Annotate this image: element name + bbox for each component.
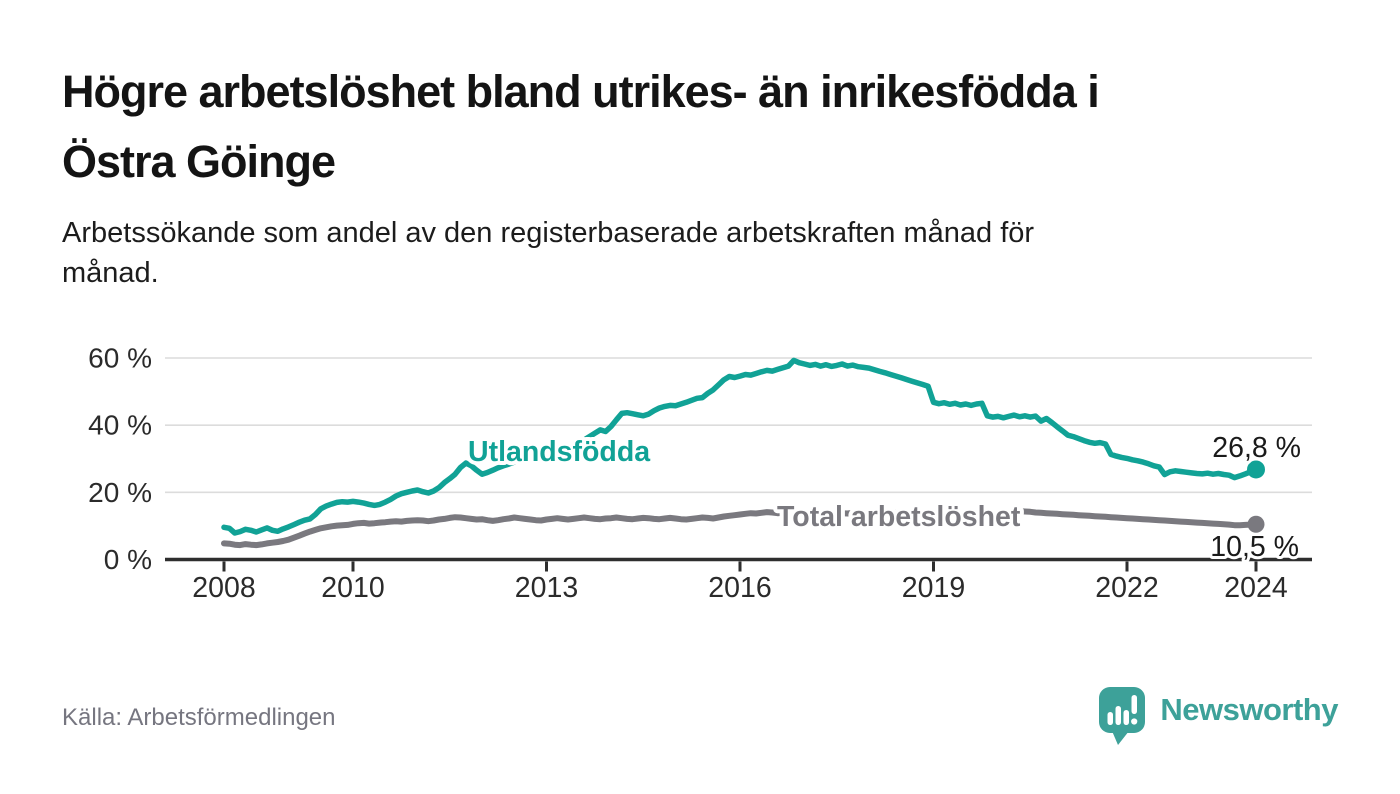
y-axis-tick-label: 40 % [88,410,152,441]
speech-bubble-bar-chart-icon [1099,687,1146,745]
x-axis-tick-label: 2016 [708,572,771,604]
y-axis-tick-label: 20 % [88,477,152,508]
page-title-line2: Östra Göinge [62,136,336,187]
end-value-label-utlandsfodda: 26,8 % [1212,432,1301,464]
source-caption: Källa: Arbetsförmedlingen [62,704,336,731]
x-axis-tick-label: 2013 [515,572,578,604]
series-line-utlandsfodda [221,357,1259,536]
brand-name: Newsworthy [1160,692,1338,727]
brand-logo: Newsworthy [1098,686,1338,746]
series-line-total [221,508,1259,549]
y-axis-tick-label: 0 % [104,544,152,575]
page-subtitle: Arbetssökande som andel av den registerb… [62,213,1262,293]
page-subtitle-line2: månad. [62,257,159,289]
x-axis-tick-label: 2019 [902,572,965,604]
x-axis-tick-label: 2010 [321,572,384,604]
series-end-dot-utlandsfodda [1247,460,1265,479]
series-end-dot-total [1247,515,1265,533]
page-title: Högre arbetslöshet bland utrikes- än inr… [62,57,1362,197]
y-axis-tick-label: 60 % [88,343,152,374]
page-title-line1: Högre arbetslöshet bland utrikes- än inr… [62,66,1100,117]
x-axis-tick-label: 2024 [1224,572,1288,604]
x-axis-tick-label: 2008 [192,572,255,604]
x-axis-tick-label: 2022 [1095,572,1158,604]
series-label-utlandsfodda: Utlandsfödda [468,436,651,468]
plot-area: 0 % 20 % 40 % 60 % 2008 2010 2013 2016 2019 2022 2… [88,343,1312,604]
page-subtitle-line1: Arbetssökande som andel av den registerb… [62,217,1035,249]
series-label-total: Total arbetslöshet [777,501,1021,533]
end-value-label-total: 10,5 % [1210,531,1299,563]
